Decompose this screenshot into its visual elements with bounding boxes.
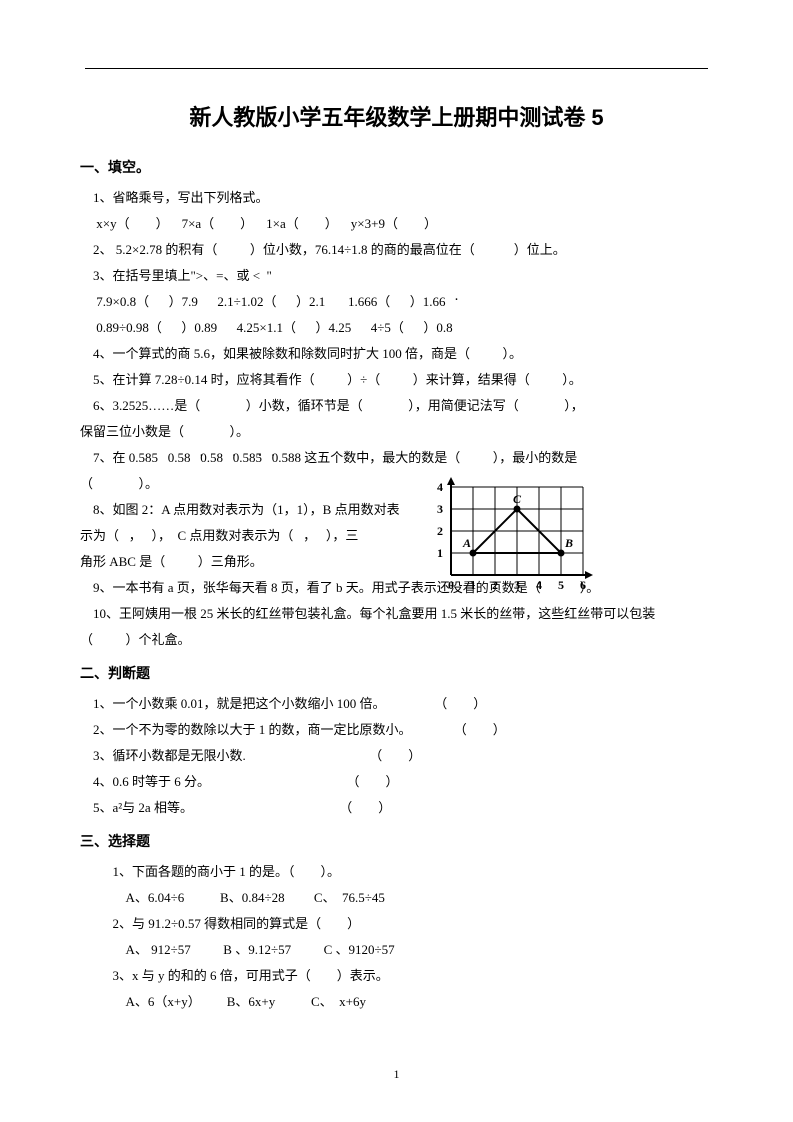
- q7-text-b: （ ）。: [80, 471, 713, 497]
- svg-text:4: 4: [437, 480, 443, 494]
- page-title: 新人教版小学五年级数学上册期中测试卷 5: [80, 100, 713, 132]
- svg-text:4: 4: [536, 578, 542, 592]
- q4-text: 4、一个算式的商 5.6，如果被除数和除数同时扩大 100 倍，商是（ ）。: [80, 341, 713, 367]
- svg-text:5: 5: [558, 578, 564, 592]
- q8-text-a: 8、如图 2：A 点用数对表示为（1，1），B 点用数对表: [80, 497, 713, 523]
- q1-row: x×y（ ） 7×a（ ） 1×a（ ） y×3+9（ ）: [80, 211, 713, 237]
- q2-text: 2、 5.2×2.78 的积有（ ）位小数，76.14÷1.8 的商的最高位在（…: [80, 237, 713, 263]
- svg-text:B: B: [564, 536, 573, 550]
- j2: 2、一个不为零的数除以大于 1 的数，商一定比原数小。 （ ）: [80, 717, 713, 743]
- svg-text:3: 3: [514, 578, 520, 592]
- q5-text: 5、在计算 7.28÷0.14 时，应将其看作（ ）÷（ ）来计算，结果得（ ）…: [80, 367, 713, 393]
- page-number: 1: [0, 1067, 793, 1082]
- q9-text: 9、一本书有 a 页，张华每天看 8 页，看了 b 天。用式子表示还没看的页数是…: [80, 575, 713, 601]
- c2-o: A、 912÷57 B 、9.12÷57 C 、9120÷57: [80, 937, 713, 963]
- q1-text: 1、省略乘号，写出下列格式。: [80, 185, 713, 211]
- top-rule: [85, 68, 708, 69]
- svg-text:2: 2: [492, 578, 498, 592]
- q7-m5: 5 0.588 这五个数中，最大的数是（ ），最小的数是: [256, 450, 578, 465]
- svg-text:0: 0: [448, 578, 454, 592]
- q7-pre: 7、在 0.585 0.5: [93, 450, 184, 465]
- q3-row2: 0.89÷0.98（ ）0.89 4.25×1.1（ ）4.25 4÷5（ ）0…: [80, 315, 713, 341]
- j1: 1、一个小数乘 0.01，就是把这个小数缩小 100 倍。 （ ）: [80, 691, 713, 717]
- c1-q: 1、下面各题的商小于 1 的是。（ ）。: [80, 859, 713, 885]
- q8-wrap: 8、如图 2：A 点用数对表示为（1，1），B 点用数对表 示为（ ， ）， C…: [80, 497, 713, 575]
- svg-text:1: 1: [437, 546, 443, 560]
- q6-text-b: 保留三位小数是（ ）。: [80, 419, 713, 445]
- q6-text-a: 6、3.2525……是（ ）小数，循环节是（ ），用简便记法写（ ），: [80, 393, 713, 419]
- triangle-graph: 0 1 2 3 4 5 6 1 2 3 4 A B C: [433, 475, 583, 590]
- q7-text-a: 7、在 0.585 0.58 0.58 0.585 0.588 这五个数中，最大…: [80, 445, 713, 471]
- j4: 4、0.6 时等于 6 分。 （ ）: [80, 769, 713, 795]
- c3-o: A、6（x+y） B、6x+y C、 x+6y: [80, 989, 713, 1015]
- svg-text:A: A: [462, 536, 471, 550]
- q3-text: 3、在括号里填上">、=、或 < ": [80, 263, 713, 289]
- svg-text:3: 3: [437, 502, 443, 516]
- c3-q: 3、x 与 y 的和的 6 倍，可用式子（ ）表示。: [80, 963, 713, 989]
- j5: 5、a²与 2a 相等。 （ ）: [80, 795, 713, 821]
- c2-q: 2、与 91.2÷0.57 得数相同的算式是（ ）: [80, 911, 713, 937]
- dot-5: 5: [243, 450, 250, 465]
- section-1-head: 一、填空。: [80, 157, 713, 177]
- section-2-head: 二、判断题: [80, 663, 713, 683]
- q8-text-b: 示为（ ， ）， C 点用数对表示为（ ， ），三: [80, 523, 713, 549]
- q3-row1: 7.9×0.8（ ）7.9 2.1÷1.02（ ）2.1 1.666（ ）1.6…: [80, 289, 713, 315]
- j3: 3、循环小数都是无限小数. （ ）: [80, 743, 713, 769]
- svg-text:2: 2: [437, 524, 443, 538]
- dot-6: 6: [439, 294, 446, 309]
- q3-row1-pre: 7.9×0.8（ ）7.9 2.1÷1.02（ ）2.1 1.666（ ）1.6: [93, 294, 439, 309]
- svg-text:6: 6: [580, 578, 586, 592]
- section-3-head: 三、选择题: [80, 831, 713, 851]
- svg-text:C: C: [513, 492, 522, 506]
- q8-text-c: 角形 ABC 是（ ）三角形。: [80, 549, 713, 575]
- svg-text:1: 1: [470, 578, 476, 592]
- q10-text-b: （ ）个礼盒。: [80, 627, 713, 653]
- q10-text-a: 10、王阿姨用一根 25 米长的红丝带包装礼盒。每个礼盒要用 1.5 米长的丝带…: [80, 601, 713, 627]
- c1-o: A、6.04÷6 B、0.84÷28 C、 76.5÷45: [80, 885, 713, 911]
